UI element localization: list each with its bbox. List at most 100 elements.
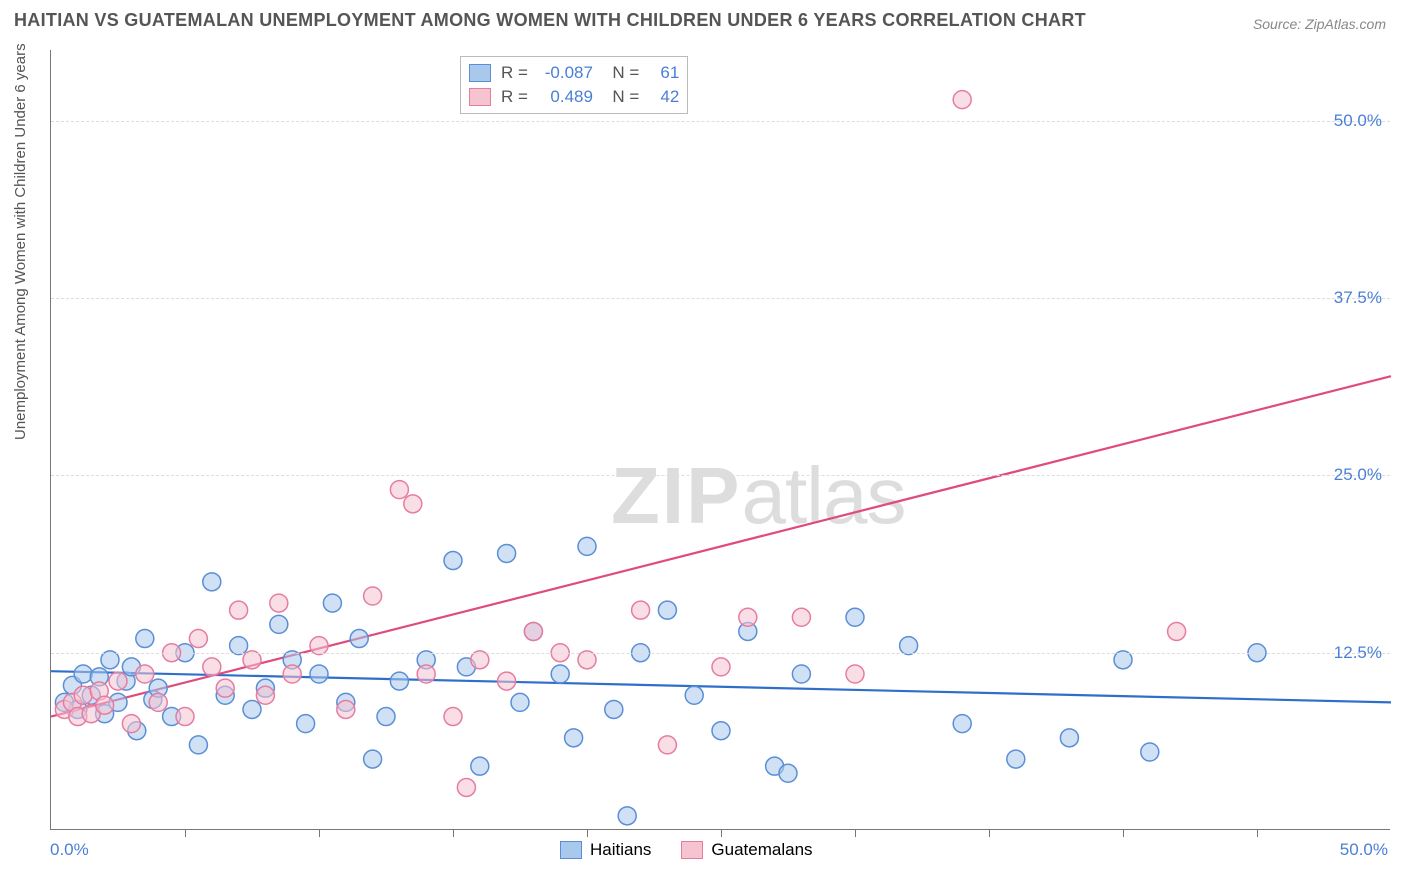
x-tick	[319, 829, 320, 837]
data-point	[551, 665, 569, 683]
x-tick	[721, 829, 722, 837]
data-point	[632, 601, 650, 619]
data-point	[953, 91, 971, 109]
data-point	[283, 665, 301, 683]
x-tick	[1257, 829, 1258, 837]
data-point	[243, 700, 261, 718]
y-tick-label: 50.0%	[1334, 111, 1382, 131]
data-point	[712, 722, 730, 740]
data-point	[1007, 750, 1025, 768]
scatter-svg	[51, 50, 1390, 829]
x-tick	[855, 829, 856, 837]
data-point	[511, 693, 529, 711]
data-point	[364, 587, 382, 605]
y-tick-label: 12.5%	[1334, 643, 1382, 663]
stat-r-value: -0.087	[538, 61, 593, 85]
stat-n-label: N =	[603, 61, 639, 85]
data-point	[203, 573, 221, 591]
data-point	[364, 750, 382, 768]
legend-swatch	[681, 841, 703, 859]
gridline	[51, 298, 1390, 299]
x-tick	[989, 829, 990, 837]
source-attribution: Source: ZipAtlas.com	[1253, 16, 1386, 32]
data-point	[846, 608, 864, 626]
data-point	[350, 630, 368, 648]
data-point	[578, 537, 596, 555]
gridline	[51, 121, 1390, 122]
data-point	[618, 807, 636, 825]
data-point	[109, 672, 127, 690]
chart-plot-area: ZIPatlas 12.5%25.0%37.5%50.0%	[50, 50, 1390, 830]
data-point	[417, 665, 435, 683]
data-point	[216, 679, 234, 697]
data-point	[953, 715, 971, 733]
data-point	[605, 700, 623, 718]
y-axis-label: Unemployment Among Women with Children U…	[12, 43, 29, 440]
data-point	[189, 736, 207, 754]
data-point	[122, 715, 140, 733]
data-point	[310, 665, 328, 683]
series-legend-item: Haitians	[560, 840, 651, 860]
data-point	[270, 594, 288, 612]
series-legend-item: Guatemalans	[681, 840, 812, 860]
legend-swatch	[560, 841, 582, 859]
data-point	[565, 729, 583, 747]
data-point	[1141, 743, 1159, 761]
data-point	[390, 481, 408, 499]
stat-n-value: 61	[649, 61, 679, 85]
data-point	[189, 630, 207, 648]
data-point	[149, 693, 167, 711]
stats-legend-row: R =0.489 N =42	[469, 85, 679, 109]
stat-r-value: 0.489	[538, 85, 593, 109]
chart-title: HAITIAN VS GUATEMALAN UNEMPLOYMENT AMONG…	[14, 10, 1086, 31]
data-point	[658, 601, 676, 619]
data-point	[136, 630, 154, 648]
x-axis-min-label: 0.0%	[50, 840, 89, 860]
data-point	[136, 665, 154, 683]
data-point	[792, 665, 810, 683]
data-point	[498, 544, 516, 562]
stats-legend: R =-0.087 N =61R =0.489 N =42	[460, 56, 688, 114]
legend-swatch	[469, 64, 491, 82]
data-point	[390, 672, 408, 690]
gridline	[51, 653, 1390, 654]
data-point	[658, 736, 676, 754]
y-tick-label: 37.5%	[1334, 288, 1382, 308]
data-point	[846, 665, 864, 683]
data-point	[685, 686, 703, 704]
data-point	[96, 696, 114, 714]
stat-r-label: R =	[501, 61, 528, 85]
x-axis-max-label: 50.0%	[1340, 840, 1388, 860]
data-point	[203, 658, 221, 676]
series-legend-label: Guatemalans	[711, 840, 812, 860]
x-tick	[453, 829, 454, 837]
data-point	[1060, 729, 1078, 747]
stats-legend-row: R = -0.087 N = 61	[469, 61, 679, 85]
data-point	[739, 608, 757, 626]
stat-r-label: R =	[501, 85, 528, 109]
data-point	[297, 715, 315, 733]
series-legend: Haitians Guatemalans	[560, 840, 813, 860]
x-tick	[1123, 829, 1124, 837]
data-point	[74, 686, 92, 704]
data-point	[337, 700, 355, 718]
data-point	[404, 495, 422, 513]
data-point	[444, 552, 462, 570]
data-point	[444, 708, 462, 726]
data-point	[712, 658, 730, 676]
data-point	[377, 708, 395, 726]
x-tick	[587, 829, 588, 837]
data-point	[498, 672, 516, 690]
data-point	[457, 778, 475, 796]
data-point	[270, 615, 288, 633]
data-point	[74, 665, 92, 683]
x-tick	[185, 829, 186, 837]
data-point	[524, 622, 542, 640]
legend-swatch	[469, 88, 491, 106]
stat-n-label: N =	[603, 85, 639, 109]
series-legend-label: Haitians	[590, 840, 651, 860]
data-point	[792, 608, 810, 626]
data-point	[471, 757, 489, 775]
data-point	[230, 601, 248, 619]
data-point	[779, 764, 797, 782]
